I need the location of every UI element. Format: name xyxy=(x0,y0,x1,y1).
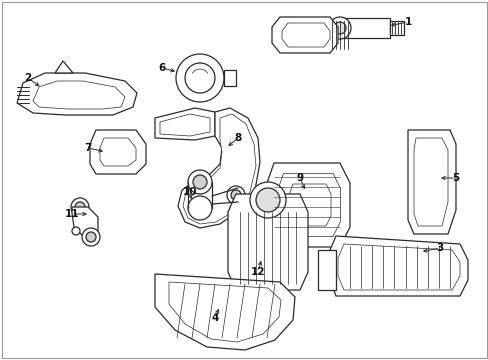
Circle shape xyxy=(72,227,80,235)
Circle shape xyxy=(187,196,212,220)
Polygon shape xyxy=(169,282,281,342)
Polygon shape xyxy=(266,163,349,247)
Circle shape xyxy=(193,175,206,189)
Polygon shape xyxy=(183,114,256,224)
Polygon shape xyxy=(271,17,337,53)
Circle shape xyxy=(86,232,96,242)
Text: 2: 2 xyxy=(24,73,32,83)
Text: 3: 3 xyxy=(435,243,443,253)
Text: 12: 12 xyxy=(250,267,264,277)
Polygon shape xyxy=(90,130,146,174)
Circle shape xyxy=(75,202,85,212)
Bar xyxy=(389,21,403,35)
Circle shape xyxy=(176,54,224,102)
Polygon shape xyxy=(33,81,125,109)
Polygon shape xyxy=(282,23,329,47)
Polygon shape xyxy=(224,70,236,86)
Polygon shape xyxy=(339,18,389,38)
Polygon shape xyxy=(227,194,307,290)
Circle shape xyxy=(249,182,285,218)
Circle shape xyxy=(256,188,280,212)
Polygon shape xyxy=(155,108,215,140)
Text: 6: 6 xyxy=(158,63,165,73)
Polygon shape xyxy=(289,184,330,226)
Polygon shape xyxy=(413,138,447,226)
Circle shape xyxy=(82,228,100,246)
Text: 5: 5 xyxy=(451,173,459,183)
Text: 8: 8 xyxy=(234,133,241,143)
Text: 1: 1 xyxy=(404,17,411,27)
Text: 7: 7 xyxy=(84,143,92,153)
Circle shape xyxy=(71,198,89,216)
Polygon shape xyxy=(407,130,455,234)
Circle shape xyxy=(184,63,215,93)
Circle shape xyxy=(187,170,212,194)
Circle shape xyxy=(328,17,350,39)
Circle shape xyxy=(230,190,241,200)
Polygon shape xyxy=(155,274,294,350)
Text: 10: 10 xyxy=(183,187,197,197)
Polygon shape xyxy=(278,174,340,237)
Polygon shape xyxy=(160,114,209,136)
Polygon shape xyxy=(55,61,73,73)
Polygon shape xyxy=(100,138,136,166)
Text: 4: 4 xyxy=(211,313,218,323)
Circle shape xyxy=(226,186,244,204)
Polygon shape xyxy=(17,73,137,115)
Polygon shape xyxy=(317,250,335,290)
Text: 9: 9 xyxy=(296,173,303,183)
Text: 11: 11 xyxy=(64,209,79,219)
Circle shape xyxy=(333,22,346,34)
Polygon shape xyxy=(329,236,467,296)
Polygon shape xyxy=(72,207,98,237)
Polygon shape xyxy=(178,108,260,228)
Polygon shape xyxy=(337,244,459,290)
